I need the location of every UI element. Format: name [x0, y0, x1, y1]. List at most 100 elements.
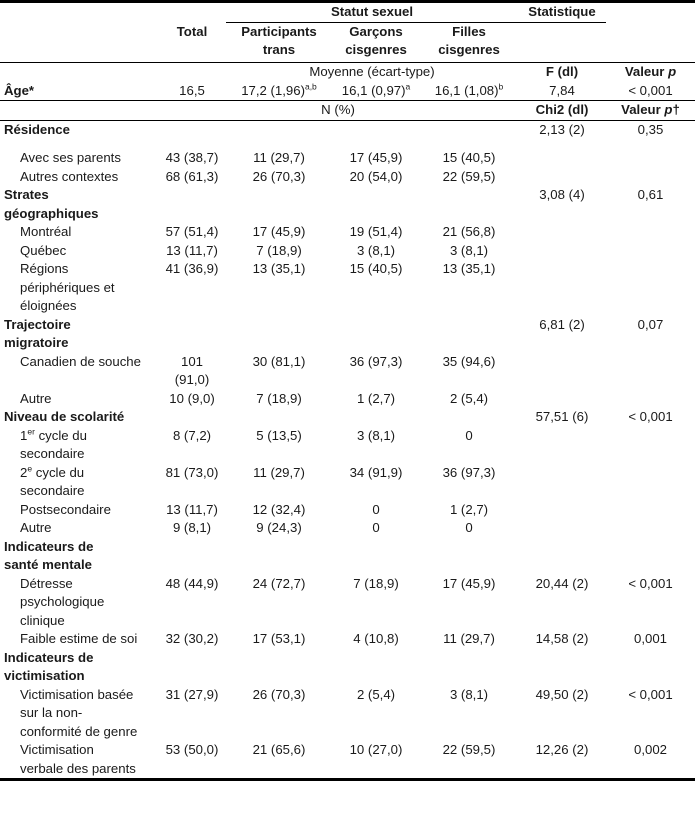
cell-garcons: 3 (8,1) [356, 242, 396, 258]
header-garcons-cisgenres: Garçons cisgenres [332, 22, 420, 63]
table-row: 2e cycle du secondaire 81 (73,0) 11 (29,7… [0, 464, 695, 501]
chi2-value: 12,26 (2) [535, 742, 589, 757]
section-strates: Strates géographiques [0, 186, 158, 223]
row-label: Québec [20, 242, 67, 258]
chi2-value: 3,08 (4) [539, 187, 585, 202]
section-label-line1: Indicateurs de [4, 538, 94, 554]
table-row: Montréal 57 (51,4) 17 (45,9) 19 (51,4) 2… [0, 223, 695, 242]
cell-total: 13 (11,7) [166, 242, 218, 258]
age-label: Âge* [4, 82, 35, 98]
row-label: Autres contextes [20, 168, 119, 184]
cell-filles: 2 (5,4) [449, 390, 489, 406]
section-trajectoire: Trajectoire migratoire [0, 316, 158, 353]
cell-filles: 36 (97,3) [442, 464, 496, 480]
row-label-line1: Détresse [20, 575, 73, 591]
age-total: 16,5 [179, 82, 205, 98]
row-label: Victimisation verbale des parents [0, 741, 158, 780]
table-row: Autres contextes 68 (61,3) 26 (70,3) 20 … [0, 168, 695, 187]
section-scolarite: Niveau de scolarité [4, 409, 125, 424]
cell-filles: 22 (59,5) [442, 742, 496, 757]
p-value: 0,001 [633, 631, 667, 646]
section-label-line1: Strates [4, 187, 49, 202]
header-garcons-line2: cisgenres [345, 42, 407, 57]
cell-filles: 0 [465, 427, 473, 443]
row-label-line2: sur la non- [20, 705, 83, 720]
row-label-line1: Régions [20, 261, 69, 276]
row-label-line2: psychologique [20, 594, 105, 609]
section-row: Niveau de scolarité 57,51 (6) < 0,001 [0, 408, 695, 427]
age-trans-value: 17,2 (1,96) [241, 82, 305, 98]
row-label: Victimisation basée sur la non-conformité… [0, 686, 158, 742]
header-statut-sexuel: Statut sexuel [226, 1, 518, 23]
section-row: Indicateurs de santé mentale [0, 538, 695, 575]
cell-trans: 11 (29,7) [253, 150, 305, 165]
cell-garcons: 0 [372, 520, 380, 535]
cell-total: 13 (11,7) [166, 501, 218, 517]
row-label-line2: secondaire [20, 483, 85, 498]
n-pct-label: N (%) [321, 102, 355, 117]
cell-total: 53 (50,0) [165, 742, 219, 757]
chi2-value: 20,44 (2) [535, 575, 589, 591]
p-value: < 0,001 [628, 686, 673, 702]
cell-total: 43 (38,7) [165, 150, 219, 165]
section-row: Strates géographiques 3,08 (4) 0,61 [0, 186, 695, 223]
valeur-p-dagger-word: Valeur [621, 102, 661, 117]
cell-filles: 3 (8,1) [449, 686, 489, 702]
header-total: Total [176, 24, 208, 40]
p-value: < 0,001 [628, 575, 673, 591]
cell-total: 57 (51,4) [165, 224, 219, 239]
row-label-sup: e [27, 463, 33, 474]
cell-garcons: 0 [372, 501, 380, 517]
section-label-line2: victimisation [4, 668, 85, 683]
header-garcons-line1: Garçons [349, 23, 403, 39]
header-statistique: Statistique [518, 1, 606, 23]
cell-trans: 24 (72,7) [252, 575, 306, 591]
cell-filles: 11 (29,7) [443, 631, 495, 646]
age-filles-value: 16,1 (1,08) [434, 82, 499, 98]
row-label: 1er cycle du secondaire [0, 427, 158, 464]
table-row: 1er cycle du secondaire 8 (7,2) 5 (13,5) … [0, 427, 695, 464]
section-row: Résidence 2,13 (2) 0,35 [0, 120, 695, 139]
row-label: Postsecondaire [20, 501, 111, 517]
cell-total: 32 (30,2) [165, 631, 219, 646]
cell-trans: 11 (29,7) [253, 464, 305, 480]
table-row: Victimisation basée sur la non-conformité… [0, 686, 695, 742]
cell-garcons: 2 (5,4) [356, 686, 396, 702]
cell-trans: 30 (81,1) [252, 353, 306, 369]
cell-filles: 17 (45,9) [442, 575, 496, 591]
row-label-line3: conformité de genre [20, 723, 138, 739]
section-label-line1: Indicateurs de [4, 649, 94, 665]
table-row: Faible estime de soi 32 (30,2) 17 (53,1)… [0, 630, 695, 649]
cell-garcons: 15 (40,5) [349, 261, 403, 276]
section-victimisation: Indicateurs de victimisation [0, 649, 158, 686]
p-value: < 0,001 [628, 409, 673, 424]
cell-filles: 3 (8,1) [449, 242, 489, 258]
cell-garcons: 1 (2,7) [356, 390, 396, 406]
age-trans: 17,2 (1,96)a,b [226, 82, 332, 101]
f-dl-label: F (dl) [545, 64, 579, 79]
n-pct-header-row: N (%) Chi2 (dl) Valeur p† [0, 101, 695, 120]
row-label-line1: Victimisation basée [20, 686, 134, 702]
header-filles-line1: Filles [452, 23, 486, 39]
row-label-line1: Victimisation [20, 742, 94, 757]
cell-garcons: 20 (54,0) [349, 168, 403, 184]
row-label: Faible estime de soi [20, 631, 138, 646]
cell-filles: 0 [465, 520, 473, 535]
table-row: Canadien de souche 101 (91,0) 30 (81,1) … [0, 353, 695, 390]
section-row: Trajectoire migratoire 6,81 (2) 0,07 [0, 316, 695, 353]
cell-filles: 15 (40,5) [442, 150, 496, 165]
chi2-value: 6,81 (2) [539, 316, 585, 332]
row-label: 2e cycle du secondaire [0, 464, 158, 501]
row-label: Autre [20, 520, 52, 535]
section-row: Indicateurs de victimisation [0, 649, 695, 686]
age-trans-sup: a,b [304, 81, 317, 92]
row-label-num: 2 [20, 464, 28, 480]
table-row: Autre 9 (8,1) 9 (24,3) 0 0 [0, 519, 695, 538]
table-row: Victimisation verbale des parents 53 (50,… [0, 741, 695, 780]
age-garcons: 16,1 (0,97)a [332, 82, 420, 101]
cell-trans: 9 (24,3) [256, 520, 302, 535]
cell-trans: 7 (18,9) [256, 390, 302, 406]
row-label: Autre [20, 390, 52, 406]
table-row: Québec 13 (11,7) 7 (18,9) 3 (8,1) 3 (8,1… [0, 242, 695, 261]
